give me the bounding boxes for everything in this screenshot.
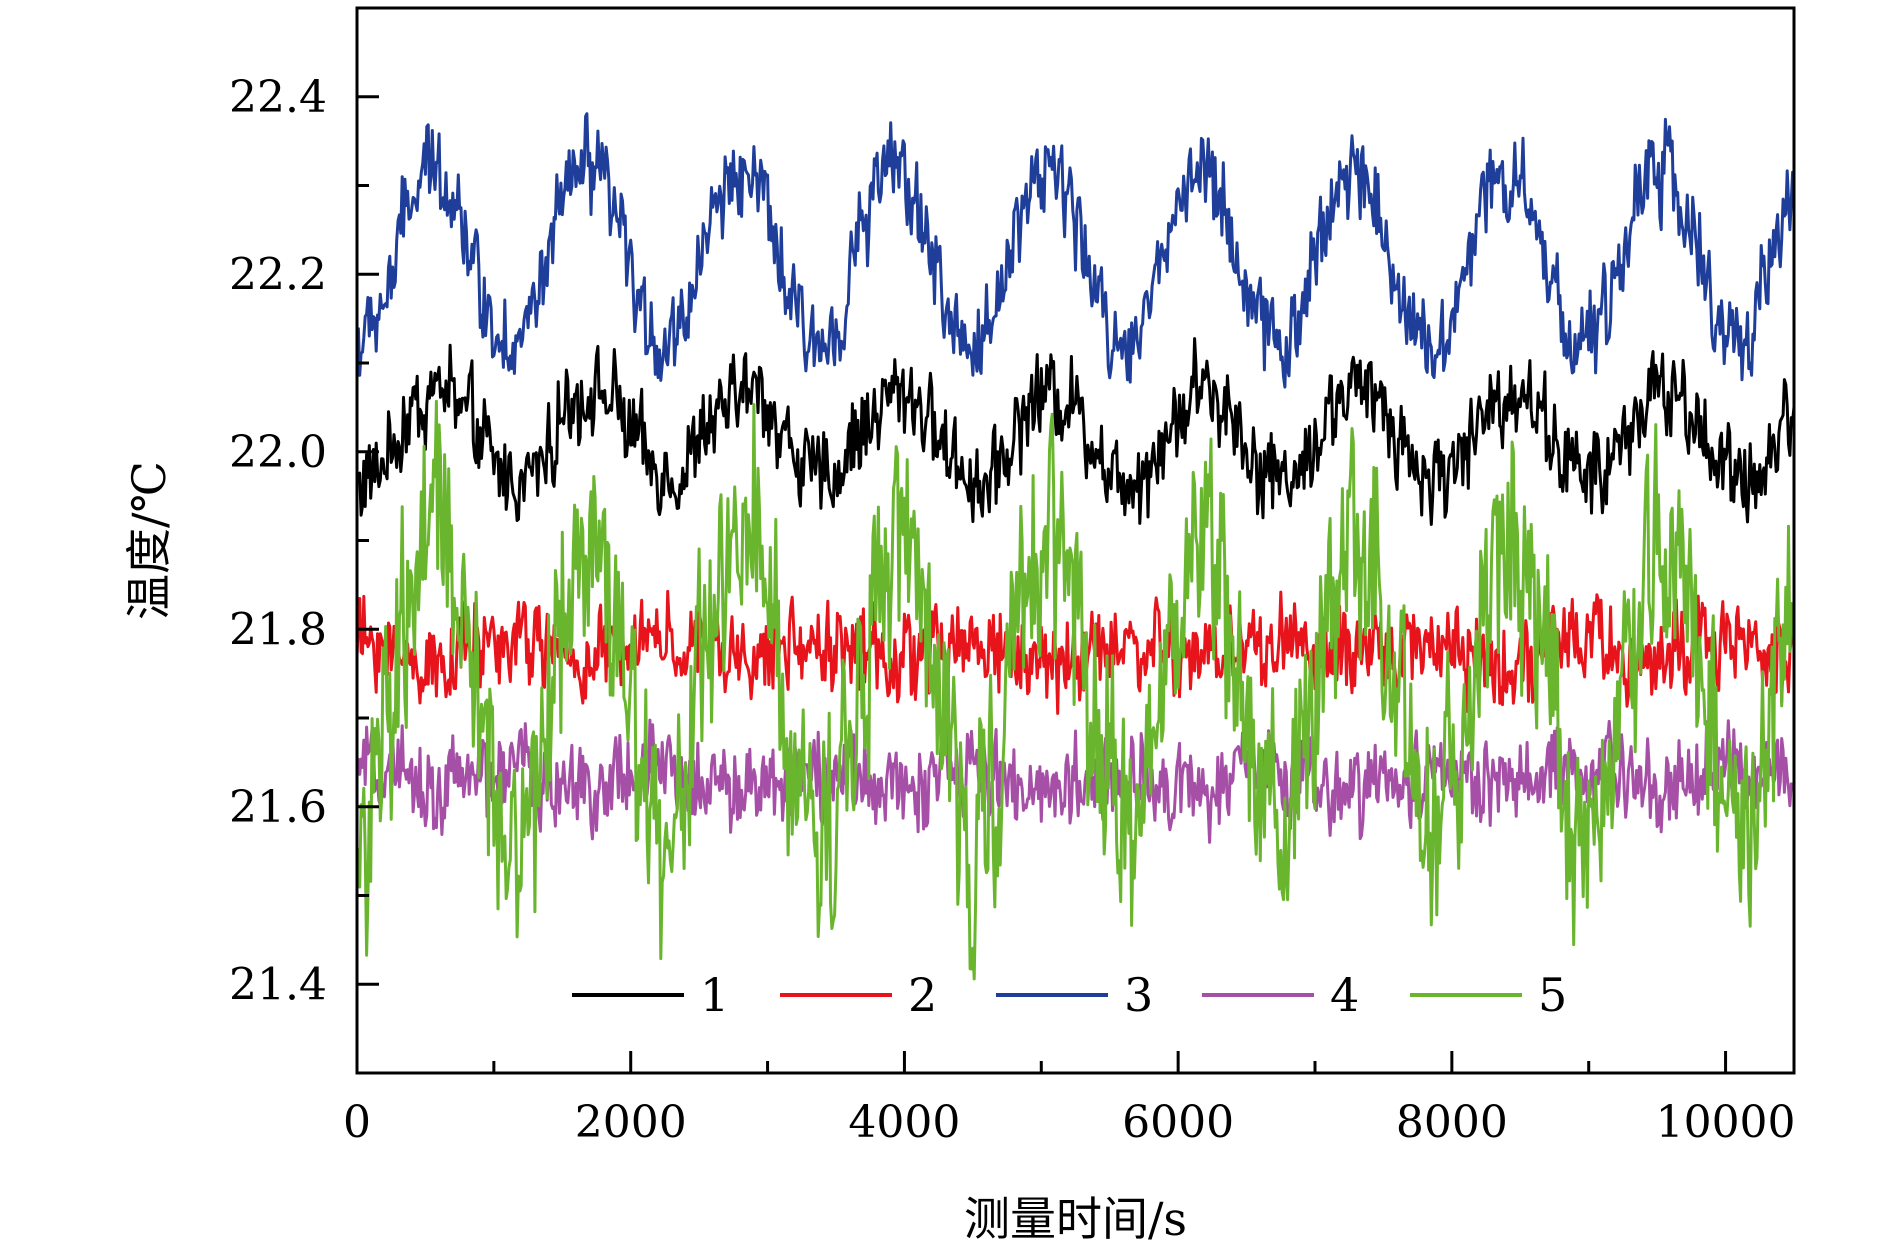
series-line-4 [357, 717, 1794, 844]
legend-label-2: 2 [908, 968, 937, 1022]
legend-label-5: 5 [1538, 968, 1567, 1022]
y-tick-label: 21.8 [229, 604, 327, 655]
y-tick-label: 21.6 [229, 782, 327, 833]
y-tick-label: 22.0 [229, 427, 327, 478]
x-tick-label: 4000 [848, 1097, 960, 1148]
y-tick-label: 22.4 [229, 72, 327, 123]
series-layer [357, 112, 1794, 981]
series-line-5 [357, 399, 1794, 981]
x-tick-label: 6000 [1122, 1097, 1234, 1148]
legend-label-4: 4 [1330, 968, 1359, 1022]
legend-label-1: 1 [700, 968, 729, 1022]
x-axis-title: 测量时间/s [964, 1192, 1187, 1246]
x-tick-label: 8000 [1396, 1097, 1508, 1148]
legend: 1 2 3 4 5 [572, 968, 1567, 1022]
y-axis: 21.4 21.6 21.8 22.0 22.2 22.4 [229, 6, 379, 1075]
series-line-3 [357, 112, 1794, 389]
y-axis-title: 温度/℃ [122, 461, 176, 620]
legend-label-3: 3 [1124, 968, 1153, 1022]
y-tick-label: 22.2 [229, 249, 327, 300]
y-tick-label: 21.4 [229, 959, 327, 1010]
x-axis: 0 2000 4000 6000 8000 10000 [343, 1051, 1796, 1148]
x-tick-label: 10000 [1656, 1097, 1796, 1148]
x-tick-label: 2000 [575, 1097, 687, 1148]
series-line-1 [357, 337, 1794, 526]
x-tick-label: 0 [343, 1097, 371, 1148]
